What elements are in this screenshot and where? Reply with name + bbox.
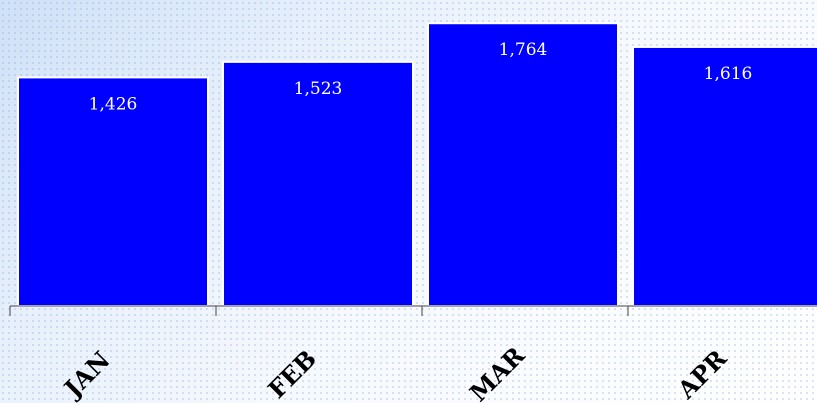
category-labels-layer: JAN FEB MAR APR <box>57 340 733 403</box>
data-labels-layer: 1,426 1,523 1,764 1,616 <box>89 40 753 114</box>
bar-mar <box>427 22 619 307</box>
category-label-apr: APR <box>671 343 733 403</box>
x-axis <box>9 305 817 316</box>
data-label-feb: 1,523 <box>294 79 343 99</box>
bar-apr <box>632 45 817 307</box>
category-label-mar: MAR <box>464 340 531 403</box>
data-label-apr: 1,616 <box>704 64 753 84</box>
bar-jan <box>17 76 209 307</box>
bar-feb <box>222 60 414 307</box>
bars-layer <box>17 22 817 307</box>
category-label-feb: FEB <box>262 344 322 403</box>
category-label-jan: JAN <box>57 345 116 403</box>
data-label-jan: 1,426 <box>89 94 138 114</box>
data-label-mar: 1,764 <box>499 40 548 60</box>
